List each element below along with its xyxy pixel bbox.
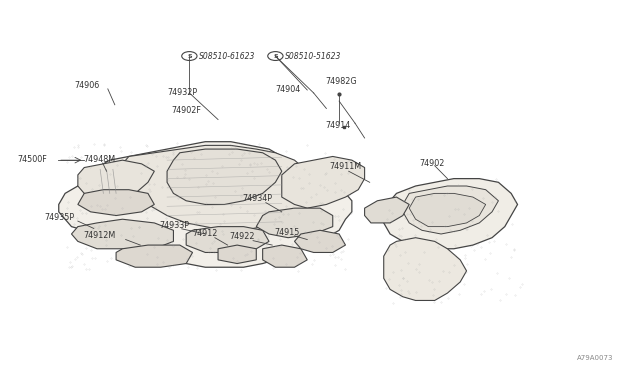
Text: 74932P: 74932P: [167, 89, 197, 97]
Text: 74911M: 74911M: [330, 162, 362, 171]
Text: 74935P: 74935P: [45, 213, 75, 222]
Polygon shape: [59, 142, 352, 267]
Text: 74982G: 74982G: [325, 77, 356, 86]
Text: A79A0073: A79A0073: [577, 355, 613, 361]
Polygon shape: [294, 230, 346, 253]
Polygon shape: [384, 179, 518, 249]
Text: 74902F: 74902F: [171, 106, 201, 115]
Polygon shape: [218, 245, 256, 263]
Polygon shape: [78, 160, 154, 201]
Text: 74912: 74912: [193, 230, 218, 238]
Text: 74914: 74914: [325, 121, 350, 129]
Text: 74912M: 74912M: [83, 231, 115, 240]
Polygon shape: [122, 145, 320, 230]
Text: S: S: [273, 54, 278, 58]
Text: 74933P: 74933P: [159, 221, 189, 230]
Text: 74906: 74906: [75, 81, 100, 90]
Text: S08510-51623: S08510-51623: [285, 52, 341, 61]
Text: 74904: 74904: [275, 85, 301, 94]
Polygon shape: [262, 245, 307, 267]
Polygon shape: [167, 149, 282, 205]
Text: 74902: 74902: [419, 158, 445, 168]
Polygon shape: [256, 208, 333, 238]
Polygon shape: [282, 157, 365, 208]
Text: S: S: [187, 54, 192, 58]
Text: 74934P: 74934P: [243, 195, 272, 203]
Polygon shape: [186, 227, 269, 253]
Polygon shape: [116, 245, 193, 267]
Polygon shape: [78, 190, 154, 215]
Text: S08510-61623: S08510-61623: [199, 52, 255, 61]
Polygon shape: [384, 238, 467, 301]
Text: 74922: 74922: [230, 232, 255, 241]
Text: 74915: 74915: [274, 228, 300, 237]
Text: 74948M: 74948M: [83, 155, 115, 164]
Polygon shape: [365, 197, 409, 223]
Polygon shape: [72, 219, 173, 249]
Polygon shape: [403, 186, 499, 234]
Text: 74500F: 74500F: [17, 155, 47, 164]
Polygon shape: [409, 193, 486, 227]
